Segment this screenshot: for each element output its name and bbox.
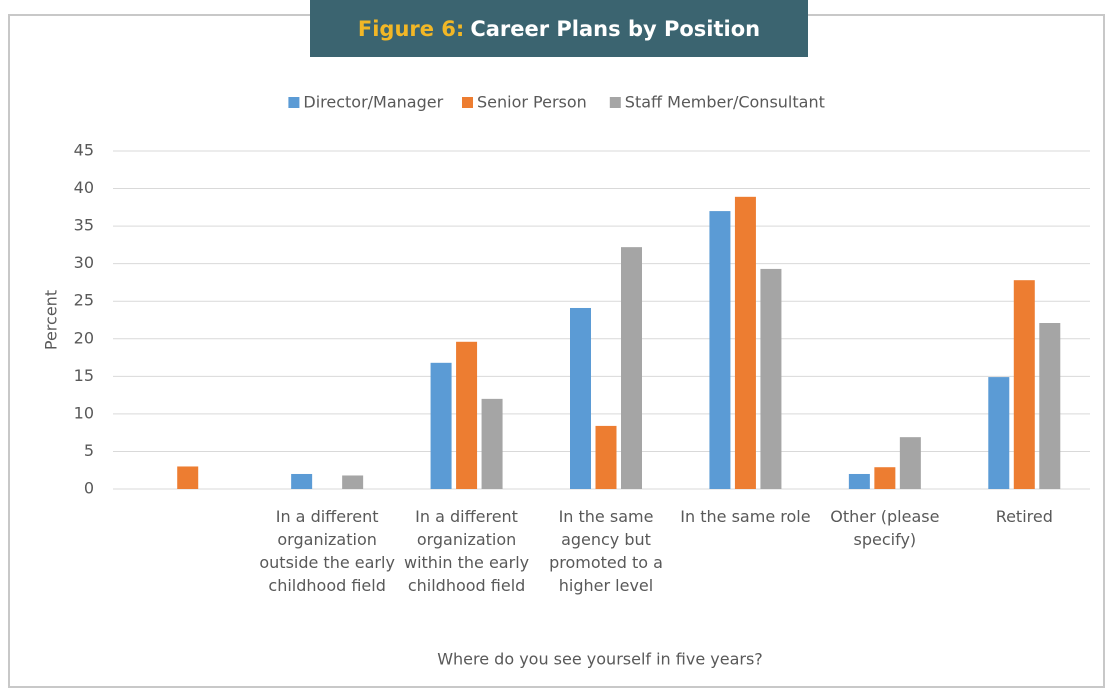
y-tick-label: 20 xyxy=(74,328,94,347)
y-tick-label: 40 xyxy=(74,178,94,197)
y-tick-label: 0 xyxy=(84,479,94,498)
y-axis-title: Percent xyxy=(42,290,61,350)
bar xyxy=(848,473,870,489)
y-tick-label: 15 xyxy=(74,366,94,385)
x-tick-label: In a different organization outside the … xyxy=(259,507,395,595)
bar xyxy=(709,211,731,490)
bar xyxy=(760,268,782,489)
title-box: Figure 6: Career Plans by Position xyxy=(310,0,808,57)
bar xyxy=(430,362,452,489)
y-tick-label: 35 xyxy=(74,216,94,235)
y-tick-label: 25 xyxy=(74,291,94,310)
bar xyxy=(1039,323,1061,489)
bar xyxy=(481,398,503,489)
y-tick-label: 30 xyxy=(74,253,94,272)
x-tick-label: In a different organization within the e… xyxy=(404,507,530,595)
figure-label: Figure 6: xyxy=(357,16,465,41)
bar xyxy=(570,307,591,489)
bar xyxy=(342,475,364,489)
legend-swatch xyxy=(609,97,621,108)
chart-title: Career Plans by Position xyxy=(470,16,761,41)
x-tick-label: Retired xyxy=(995,507,1053,526)
x-tick-label: Other (please specify) xyxy=(830,507,940,549)
x-axis-title: Where do you see yourself in five years? xyxy=(437,650,763,669)
x-tick-label: In the same agency but promoted to a hig… xyxy=(549,507,663,595)
bar xyxy=(899,437,921,489)
bar xyxy=(621,247,642,489)
bar xyxy=(456,341,478,489)
y-tick-label: 45 xyxy=(74,141,94,160)
bar xyxy=(874,467,896,489)
legend-swatch xyxy=(462,97,473,108)
y-tick-label: 5 xyxy=(84,441,94,460)
legend-swatch xyxy=(288,97,300,108)
bar xyxy=(177,466,199,489)
bar xyxy=(1013,280,1035,489)
bar xyxy=(734,196,756,489)
legend-label: Director/Manager xyxy=(303,93,443,112)
legend-label: Senior Person xyxy=(477,93,587,112)
legend-label: Staff Member/Consultant xyxy=(625,93,825,112)
bar xyxy=(595,425,617,489)
bar xyxy=(988,377,1010,489)
x-tick-label: In the same role xyxy=(680,507,811,526)
bar xyxy=(291,473,313,489)
y-tick-label: 10 xyxy=(74,403,94,422)
